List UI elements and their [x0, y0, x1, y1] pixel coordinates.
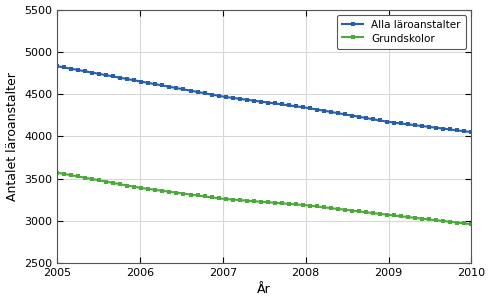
- Alla läroanstalter: [124, 77, 130, 81]
- Alla läroanstalter: [468, 130, 474, 134]
- Grundskolor: [188, 193, 193, 196]
- Alla läroanstalter: [194, 90, 200, 94]
- X-axis label: År: År: [257, 284, 271, 297]
- Grundskolor: [173, 191, 179, 194]
- Grundskolor: [314, 205, 320, 208]
- Grundskolor: [468, 222, 474, 226]
- Grundskolor: [160, 189, 165, 193]
- Alla läroanstalter: [173, 86, 179, 90]
- Alla läroanstalter: [160, 84, 165, 87]
- Legend: Alla läroanstalter, Grundskolor: Alla läroanstalter, Grundskolor: [337, 15, 466, 49]
- Alla läroanstalter: [188, 89, 193, 92]
- Alla läroanstalter: [314, 108, 320, 111]
- Line: Grundskolor: Grundskolor: [55, 170, 474, 226]
- Alla läroanstalter: [54, 64, 60, 68]
- Grundskolor: [194, 194, 200, 197]
- Grundskolor: [124, 184, 130, 187]
- Grundskolor: [54, 171, 60, 175]
- Line: Alla läroanstalter: Alla läroanstalter: [55, 64, 474, 134]
- Y-axis label: Antalet läroanstalter: Antalet läroanstalter: [5, 72, 19, 201]
